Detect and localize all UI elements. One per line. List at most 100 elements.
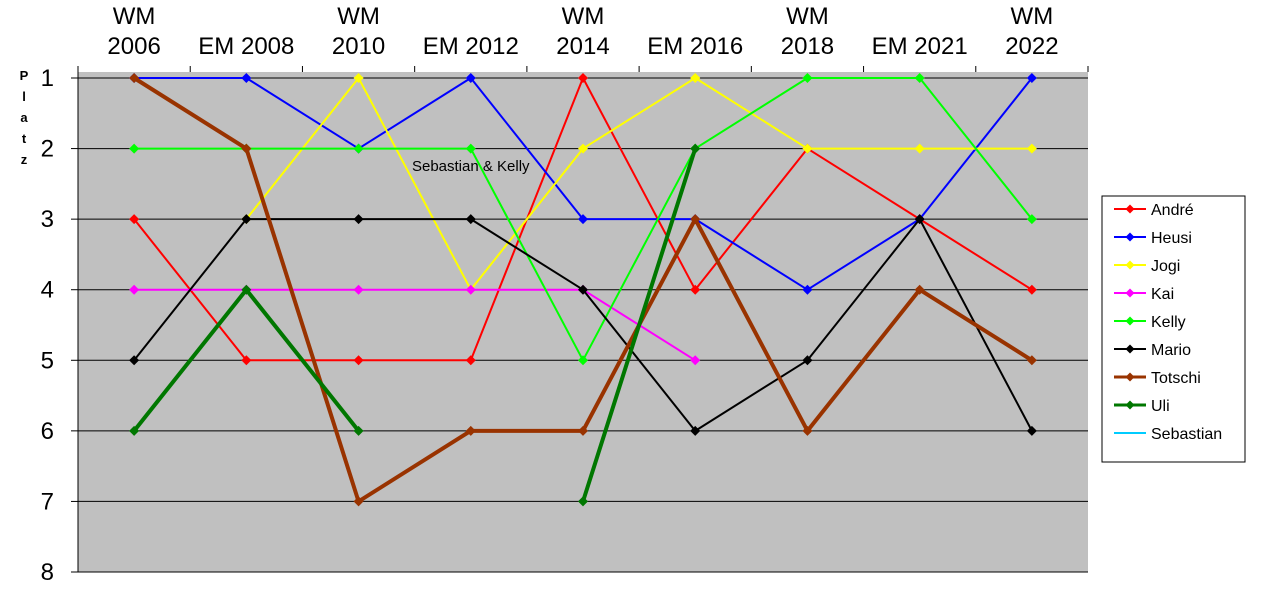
- data-point: [1026, 425, 1037, 436]
- series-segment: [469, 218, 584, 291]
- data-point: [241, 214, 252, 225]
- legend: André Heusi Jogi Kai Kelly Mario Totschi Uli Seb…: [1101, 195, 1246, 463]
- data-point: [690, 143, 701, 154]
- data-point: [241, 284, 252, 295]
- data-point: [129, 355, 140, 366]
- series-segment: [244, 287, 361, 433]
- data-point: [690, 73, 701, 83]
- series-segment: [582, 288, 697, 432]
- data-point: [241, 355, 252, 366]
- series-kelly: [129, 73, 1037, 366]
- y-axis-label-char: t: [22, 131, 27, 146]
- data-point: [241, 73, 252, 83]
- legend-label: Mario: [1151, 342, 1191, 359]
- category-label: WM 2022: [1005, 3, 1058, 60]
- data-point: [578, 355, 588, 366]
- legend-marker: [1125, 232, 1135, 242]
- data-point: [802, 143, 813, 154]
- data-point: [1026, 143, 1037, 154]
- category-label: WM 2006: [107, 3, 160, 60]
- category-label: EM 2012: [423, 33, 519, 60]
- legend-label: Kelly: [1151, 314, 1186, 331]
- data-point: [802, 425, 813, 436]
- legend-label: Kai: [1151, 286, 1174, 303]
- series-segment: [132, 76, 249, 151]
- annotations: Sebastian & Kelly: [412, 158, 530, 175]
- series-segment: [133, 218, 248, 362]
- legend-marker: [1125, 260, 1135, 270]
- series-segment: [806, 218, 921, 362]
- legend-item: Uli: [1114, 398, 1170, 415]
- data-point: [353, 284, 364, 295]
- category-label-line: 2010: [332, 33, 385, 60]
- category-label: WM 2010: [332, 3, 385, 60]
- legend-item: André: [1114, 202, 1194, 219]
- legend-item: Mario: [1114, 342, 1191, 359]
- series-lines: [129, 73, 1037, 507]
- series-segment: [245, 77, 360, 150]
- series-segment: [918, 77, 1033, 221]
- series-segment: [806, 218, 921, 291]
- category-labels: WM 2006 EM 2008 WM 2010 EM 2012 WM 2014 EM 2016 W…: [107, 3, 1058, 60]
- data-point: [690, 355, 701, 366]
- legend-marker: [1125, 316, 1135, 326]
- legend-marker: [1125, 372, 1135, 382]
- legend-marker: [1125, 288, 1135, 298]
- category-label-line: WM: [113, 3, 156, 30]
- data-point: [1026, 214, 1037, 225]
- category-label-line: 2014: [556, 33, 609, 60]
- legend-item: Kelly: [1114, 314, 1186, 331]
- category-label: EM 2021: [872, 33, 968, 60]
- data-point: [914, 214, 925, 225]
- series-segment: [357, 77, 472, 291]
- series-segment: [694, 147, 809, 291]
- category-label: WM 2018: [781, 3, 834, 60]
- series-totschi: [129, 73, 1037, 507]
- category-label-line: 2006: [107, 33, 160, 60]
- data-point: [578, 425, 588, 436]
- y-tick-label: 1: [41, 65, 54, 92]
- series-segment: [694, 359, 809, 432]
- y-tick-label: 4: [41, 277, 54, 304]
- data-point: [914, 284, 925, 295]
- category-label-line: WM: [786, 3, 829, 30]
- legend-box: [1101, 195, 1246, 463]
- data-point: [465, 73, 476, 83]
- data-point: [1026, 284, 1037, 295]
- data-point: [802, 73, 813, 83]
- data-point: [129, 73, 140, 83]
- y-axis-label-char: z: [21, 152, 28, 167]
- data-point: [129, 143, 140, 154]
- data-point: [353, 425, 364, 436]
- series-segment: [582, 77, 697, 150]
- series-segment: [694, 77, 809, 150]
- data-point: [690, 425, 701, 436]
- data-point: [802, 355, 813, 366]
- data-point: [129, 425, 140, 436]
- y-axis-label-char: a: [20, 110, 28, 125]
- y-tick-label: 8: [41, 559, 54, 586]
- legend-item: Heusi: [1114, 230, 1192, 247]
- series-segment: [581, 146, 698, 504]
- category-label-line: EM 2021: [872, 33, 968, 60]
- category-label-line: WM: [562, 3, 605, 30]
- category-label: EM 2008: [198, 33, 294, 60]
- category-label-line: 2018: [781, 33, 834, 60]
- y-tick-label: 3: [41, 206, 54, 233]
- legend-item: Sebastian: [1114, 426, 1222, 443]
- category-label: EM 2016: [647, 33, 743, 60]
- legend-marker: [1125, 344, 1135, 354]
- legend-label: Heusi: [1151, 230, 1192, 247]
- category-label-line: 2022: [1005, 33, 1058, 60]
- data-point: [353, 73, 364, 83]
- category-label-line: EM 2012: [423, 33, 519, 60]
- category-label: WM 2014: [556, 3, 609, 60]
- legend-marker: [1125, 204, 1135, 214]
- data-point: [914, 73, 925, 83]
- y-axis-label-char: P: [20, 68, 29, 83]
- y-tick-label: 5: [41, 347, 54, 374]
- data-point: [353, 355, 364, 366]
- data-point: [353, 214, 364, 225]
